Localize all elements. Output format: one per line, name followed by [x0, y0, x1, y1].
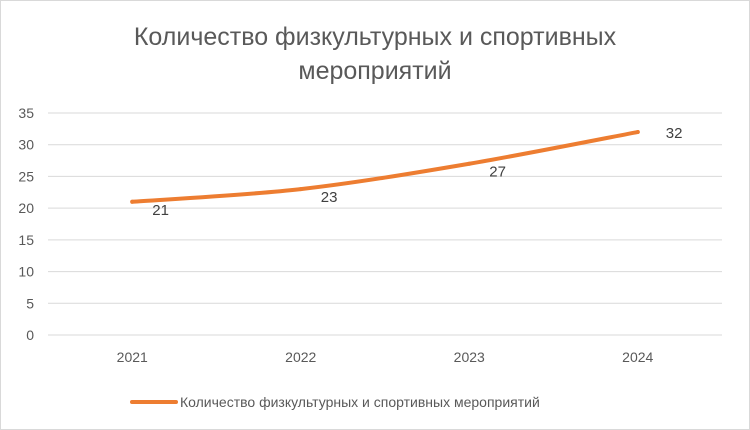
legend-label-0: Количество физкультурных и спортивных ме… [180, 394, 540, 410]
y-axis-ticks: 0 5 10 15 20 25 30 35 [18, 105, 34, 343]
x-tick-label-2021: 2021 [117, 349, 148, 365]
data-label-2023: 27 [489, 164, 506, 181]
y-tick-label-10: 10 [18, 264, 34, 280]
data-labels: 21 23 27 32 [152, 125, 682, 219]
data-point-2023 [467, 161, 472, 166]
y-tick-label-20: 20 [18, 200, 34, 216]
data-point-2024 [635, 130, 640, 135]
data-point-2022 [298, 187, 303, 192]
y-tick-label-0: 0 [26, 327, 34, 343]
data-label-2021: 21 [152, 202, 169, 219]
y-tick-label-5: 5 [26, 295, 34, 311]
chart-title-text: Количество физкультурных и спортивных ме… [133, 23, 617, 85]
legend: Количество физкультурных и спортивных ме… [130, 394, 540, 410]
x-tick-label-2024: 2024 [622, 349, 653, 365]
y-tick-label-15: 15 [18, 232, 34, 248]
series-group [130, 130, 640, 204]
data-label-2022: 23 [321, 189, 338, 206]
x-axis-ticks: 2021 2022 2023 2024 [117, 349, 654, 365]
x-tick-label-2022: 2022 [285, 349, 316, 365]
gridlines [48, 112, 722, 336]
x-tick-label-2023: 2023 [454, 349, 485, 365]
y-tick-label-30: 30 [18, 137, 34, 153]
series-line-0 [130, 130, 640, 204]
y-tick-label-35: 35 [18, 105, 34, 121]
y-tick-label-25: 25 [18, 168, 34, 184]
data-label-2024: 32 [666, 125, 683, 142]
chart-title: Количество физкультурных и спортивных ме… [0, 20, 750, 88]
data-point-2021 [130, 199, 135, 204]
